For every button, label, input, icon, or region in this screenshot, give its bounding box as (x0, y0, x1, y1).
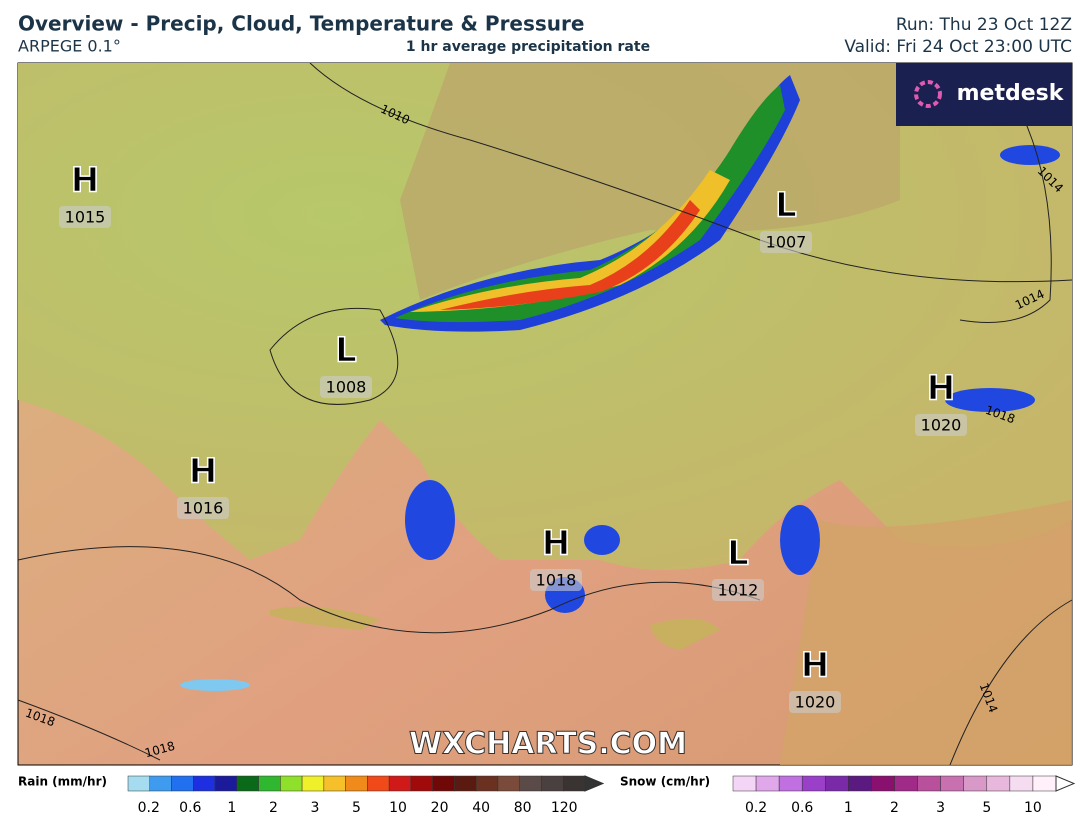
colorbar-segment (432, 775, 455, 792)
colorbar-segment (475, 775, 499, 792)
pressure-symbol: H (71, 161, 99, 201)
colorbar-segment (917, 775, 941, 792)
colorbar-segment (280, 775, 303, 792)
colorbar-tick-label: 0.2 (138, 800, 160, 816)
colorbar-tick-label: 0.6 (179, 800, 201, 816)
pressure-box (915, 414, 967, 436)
colorbar-segment (519, 775, 542, 792)
valid: Valid: Fri 24 Oct 23:00 UTC (844, 37, 1072, 57)
pressure-box (760, 231, 812, 253)
pressure-box (712, 579, 764, 601)
watermark: WXCHARTS.COM (409, 727, 687, 762)
colorbar-segment (940, 775, 964, 792)
colorbar-segment (345, 775, 368, 792)
colorbar-segment (410, 775, 433, 792)
colorbar-tick-label: 5 (982, 800, 991, 816)
colorbar-tick-label: 40 (472, 800, 490, 816)
run: Run: Thu 23 Oct 12Z (896, 15, 1072, 35)
colorbar-segment (562, 775, 586, 792)
colorbar-segment (963, 775, 988, 792)
pressure-value: 1007 (766, 233, 807, 252)
pressure-box (59, 206, 111, 228)
colorbar-segment (497, 775, 520, 792)
colorbar-tick-label: 1 (227, 800, 236, 816)
snow-legend-label: Snow (cm/hr) (620, 775, 710, 789)
colorbar-segment (541, 775, 564, 792)
pressure-box (789, 691, 841, 713)
colorbar-tick-label: 1 (844, 800, 853, 816)
colorbar-tick-label: 3 (310, 800, 319, 816)
colorbar-segment (388, 775, 412, 792)
colorbar-segment (986, 775, 1011, 792)
colorbar-tick-label: 120 (551, 800, 578, 816)
pressure-box (320, 376, 372, 398)
colorbar-tick-label: 2 (269, 800, 278, 816)
pressure-symbol: L (727, 534, 749, 574)
pressure-symbol: H (542, 524, 570, 564)
pressure-symbol: L (335, 331, 357, 371)
title: Overview - Precip, Cloud, Temperature & … (18, 12, 584, 36)
colorbar-tick-label: 0.2 (745, 800, 767, 816)
pressure-value: 1020 (795, 693, 836, 712)
colorbar-segment (127, 775, 151, 792)
colorbar-arrow (584, 775, 605, 792)
colorbar-tick-label: 5 (352, 800, 361, 816)
colorbar-arrow (1055, 775, 1076, 792)
colorbar-segment (258, 775, 281, 792)
colorbar-segment (871, 775, 895, 792)
pressure-symbol: L (775, 186, 797, 226)
colorbar-segment (1009, 775, 1034, 792)
pressure-box (177, 497, 229, 519)
colorbar-segment (214, 775, 238, 792)
subtitle: 1 hr average precipitation rate (406, 39, 650, 55)
colorbar-segment (778, 775, 803, 792)
colorbar-tick-label: 0.6 (791, 800, 813, 816)
colorbar-segment (149, 775, 172, 792)
map (17, 62, 1073, 766)
colorbar-segment (301, 775, 325, 792)
colorbar-segment (801, 775, 826, 792)
colorbar-tick-label: 2 (890, 800, 899, 816)
colorbar-tick-label: 10 (1024, 800, 1042, 816)
colorbar-segment (193, 775, 216, 792)
colorbar-segment (825, 775, 849, 792)
colorbar-segment (894, 775, 918, 792)
colorbar-tick-label: 10 (389, 800, 407, 816)
pressure-box (530, 569, 582, 591)
colorbar-segment (367, 775, 390, 792)
pressure-symbol: H (801, 646, 829, 686)
colorbar-segment (236, 775, 259, 792)
colorbar-tick-label: 3 (936, 800, 945, 816)
pressure-value: 1018 (536, 571, 577, 590)
colorbar-segment (1032, 775, 1057, 792)
pressure-symbol: H (189, 452, 217, 492)
colorbar-tick-label: 20 (431, 800, 449, 816)
colorbar-segment (171, 775, 194, 792)
colorbar-segment (454, 775, 477, 792)
pressure-symbol: H (927, 369, 955, 409)
pressure-value: 1015 (65, 208, 106, 227)
colorbar-segment (732, 775, 757, 792)
colorbar-segment (848, 775, 872, 792)
colorbar-segment (323, 775, 346, 792)
colorbar-tick-label: 80 (514, 800, 532, 816)
pressure-value: 1020 (921, 416, 962, 435)
colorbar-segment (755, 775, 780, 792)
pressure-value: 1016 (183, 499, 224, 518)
model: ARPEGE 0.1° (18, 37, 121, 56)
pressure-value: 1008 (326, 378, 367, 397)
rain-legend-label: Rain (mm/hr) (18, 775, 107, 789)
logo: metdesk (957, 81, 1065, 106)
pressure-value: 1012 (718, 581, 759, 600)
